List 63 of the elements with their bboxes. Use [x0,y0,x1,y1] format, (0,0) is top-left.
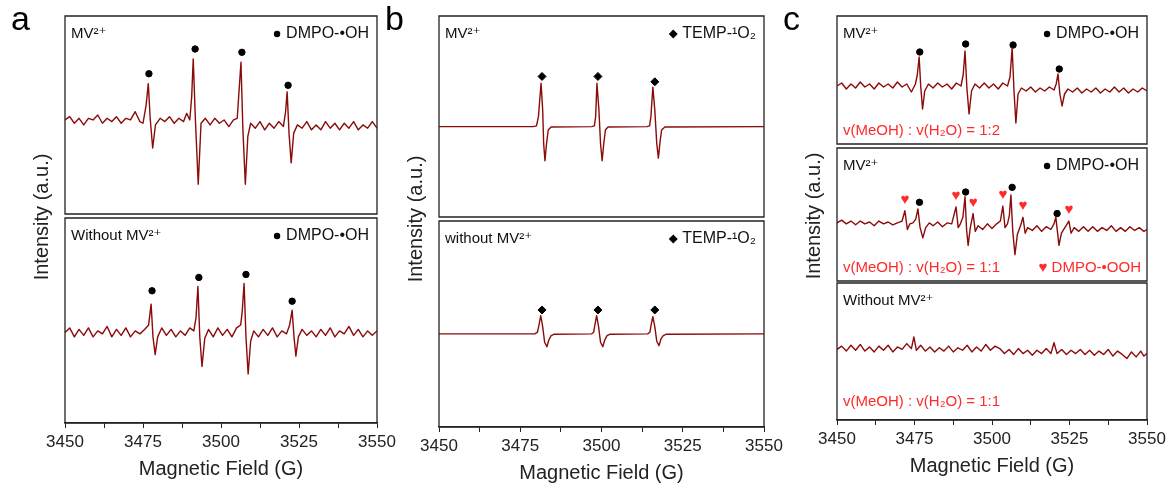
legend-label: TEMP-¹O₂ [682,229,757,247]
point [961,40,970,48]
x-tick-label: 3525 [663,435,702,455]
annotation: ♥ DMPO-•OOH [1038,257,1141,277]
x-axis-title: Magnetic Field (G) [519,460,684,483]
chart-title: MV²⁺ [445,24,481,41]
text: a [11,0,30,38]
point [148,287,156,295]
annotation: ♥ [1064,200,1074,218]
point [242,270,250,279]
y-axis-title: Intensity (a.u.) [403,155,427,283]
point [1055,65,1063,73]
legend-label: DMPO-•OH [286,24,370,42]
x-tick-label: 3550 [358,431,396,451]
x-tick-label: 3500 [582,435,621,455]
chart-title: Without MV²⁺ [843,291,934,308]
x-tick-label: 3525 [1050,428,1089,448]
annotation: v(MeOH) : v(H₂O) = 1:2 [843,120,1001,140]
legend-label: DMPO-•OH [1056,156,1140,174]
point [1053,209,1061,218]
legend-label: TEMP-¹O₂ [682,24,757,42]
legend-label: DMPO-•OH [1056,24,1140,42]
x-tick-label: 3500 [973,428,1011,448]
x-tick-label: 3550 [1128,428,1166,448]
x-tick-label: 3475 [895,428,934,448]
point [961,188,970,196]
annotation: ♥ [1018,196,1028,214]
point [191,45,199,53]
annotation: ♥ [951,186,961,204]
x-tick-label: 3550 [745,435,783,455]
x-tick-label: 3450 [420,435,458,455]
x-tick-label: 3500 [202,431,240,451]
annotation: v(MeOH) : v(H₂O) = 1:1 [843,391,1001,411]
point [238,48,246,56]
point [915,198,924,207]
y-axis-title: Intensity (a.u.) [29,153,53,281]
x-tick-label: 3450 [46,431,84,451]
x-axis-title: Magnetic Field (G) [138,456,304,479]
x-tick-label: 3475 [124,431,162,451]
legend-label: DMPO-•OH [286,226,370,244]
point [145,70,153,78]
chart-title: Without MV²⁺ [71,226,162,243]
point [1008,183,1016,192]
text: c [783,0,800,38]
y-axis-title: Intensity (a.u.) [801,152,825,279]
x-axis-title: Magnetic Field (G) [909,453,1075,476]
point [288,297,296,305]
annotation: ♥ [998,185,1008,203]
annotation: ♥ [900,189,910,207]
annotation: v(MeOH) : v(H₂O) = 1:1 [843,257,1001,277]
point [916,48,924,56]
point [284,81,292,89]
point [195,273,203,282]
chart-title: without MV²⁺ [444,229,533,246]
chart-title: MV²⁺ [843,24,879,41]
chart-title: MV²⁺ [71,24,107,41]
chart-title: MV²⁺ [843,156,879,173]
text: b [385,0,404,38]
x-tick-label: 3450 [818,428,856,448]
x-tick-label: 3525 [280,431,318,451]
x-tick-label: 3475 [501,435,540,455]
point [1009,41,1017,49]
annotation: ♥ [968,192,978,210]
